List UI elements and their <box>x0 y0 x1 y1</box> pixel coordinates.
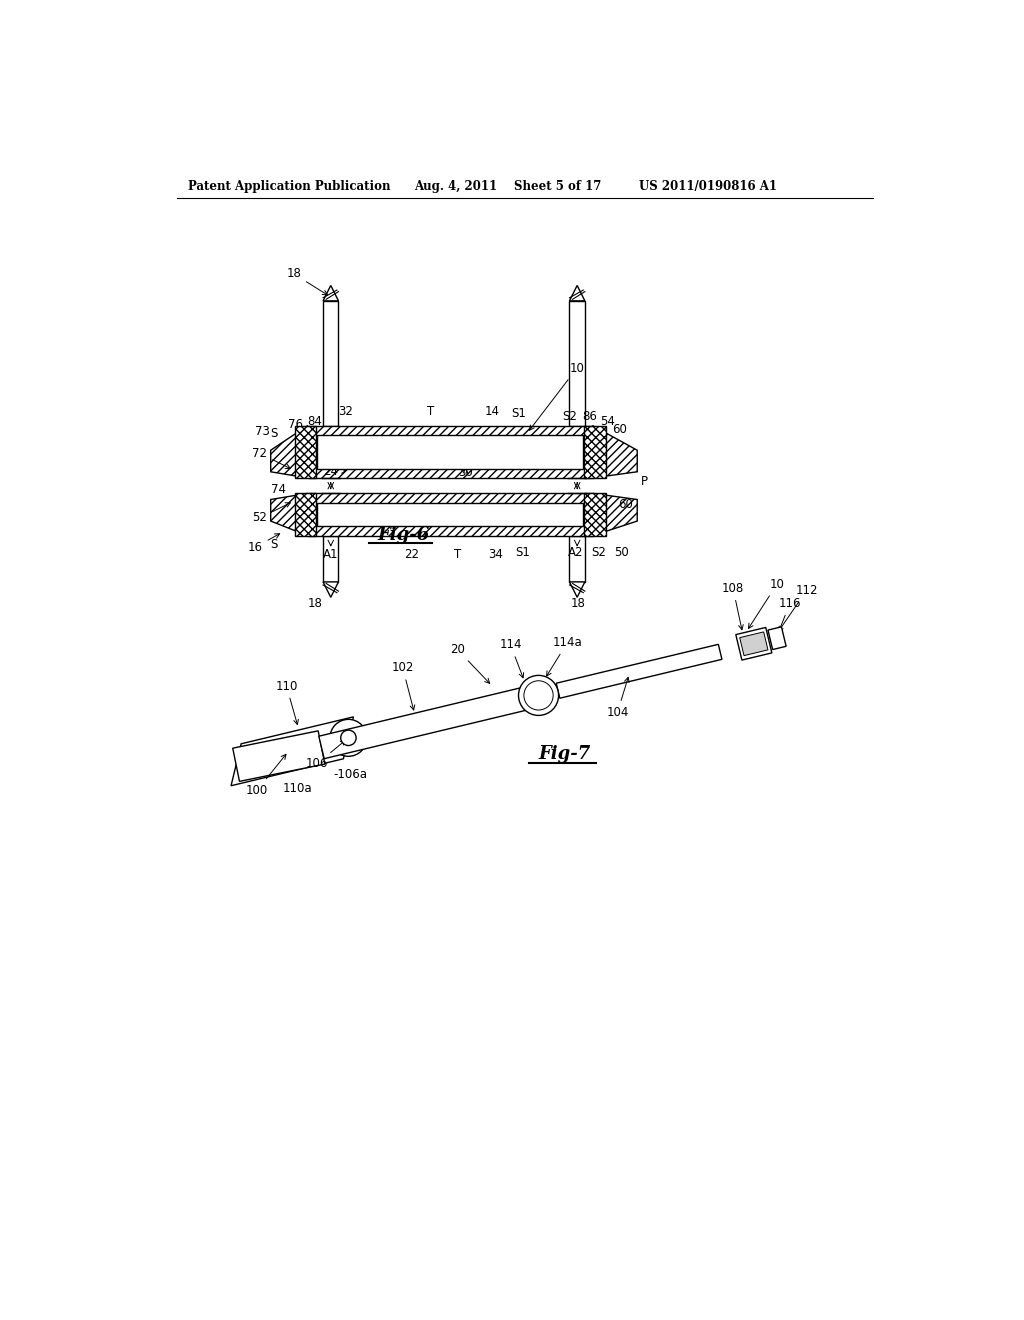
Polygon shape <box>569 582 585 598</box>
Text: 52: 52 <box>253 503 291 524</box>
Bar <box>295 494 316 536</box>
Text: 10: 10 <box>749 578 784 628</box>
Text: P: P <box>641 474 648 487</box>
Text: 14: 14 <box>484 405 500 418</box>
Bar <box>295 494 316 536</box>
Polygon shape <box>231 717 353 785</box>
Text: 108: 108 <box>722 582 744 630</box>
Text: Fig-6: Fig-6 <box>377 525 429 544</box>
Text: 16: 16 <box>248 533 280 554</box>
Bar <box>307 425 593 478</box>
Text: 104: 104 <box>606 677 629 719</box>
Text: Aug. 4, 2011: Aug. 4, 2011 <box>414 181 497 194</box>
Bar <box>584 425 605 478</box>
Text: T: T <box>454 548 461 561</box>
Text: 73: 73 <box>255 425 270 438</box>
Bar <box>295 425 316 478</box>
Text: 114a: 114a <box>547 636 583 676</box>
Text: Fig-7: Fig-7 <box>539 744 591 763</box>
Text: 54: 54 <box>600 416 615 428</box>
Text: S1: S1 <box>515 546 530 560</box>
Text: 34: 34 <box>488 548 504 561</box>
Text: 22: 22 <box>403 548 419 561</box>
Text: S1: S1 <box>512 407 526 420</box>
Circle shape <box>518 676 558 715</box>
Text: 114: 114 <box>500 639 523 677</box>
Bar <box>584 494 605 536</box>
Bar <box>569 301 585 425</box>
Text: S: S <box>270 539 279 552</box>
Polygon shape <box>739 632 768 656</box>
Polygon shape <box>270 494 307 536</box>
Text: 24: 24 <box>324 465 346 478</box>
Text: 10: 10 <box>529 362 585 430</box>
Text: 30: 30 <box>458 466 473 479</box>
Text: 106: 106 <box>306 741 345 770</box>
Polygon shape <box>323 582 339 598</box>
Text: 18: 18 <box>307 597 323 610</box>
Polygon shape <box>593 425 637 478</box>
Text: 84: 84 <box>307 416 323 428</box>
Text: 60: 60 <box>617 499 633 511</box>
Bar <box>584 494 605 536</box>
Polygon shape <box>768 627 786 649</box>
Text: 50: 50 <box>614 546 629 560</box>
Polygon shape <box>556 644 722 698</box>
Text: 60: 60 <box>611 422 627 436</box>
Bar <box>316 434 584 469</box>
Text: 110a: 110a <box>283 781 312 795</box>
Circle shape <box>341 730 356 746</box>
Bar <box>323 536 339 582</box>
Text: 72: 72 <box>253 446 291 469</box>
Text: 100: 100 <box>246 754 286 797</box>
Bar <box>569 536 585 582</box>
Polygon shape <box>569 285 585 301</box>
Circle shape <box>330 719 367 756</box>
Polygon shape <box>232 731 325 781</box>
Polygon shape <box>270 425 307 478</box>
Text: 18: 18 <box>571 597 586 610</box>
Text: 18: 18 <box>287 268 328 294</box>
Bar <box>295 425 316 478</box>
Circle shape <box>524 681 553 710</box>
Text: 76: 76 <box>289 417 303 430</box>
Bar <box>584 425 605 478</box>
Text: 112: 112 <box>778 583 818 631</box>
Text: 110: 110 <box>275 680 298 725</box>
Polygon shape <box>323 285 339 301</box>
Text: 20: 20 <box>450 643 489 684</box>
Text: S2: S2 <box>562 409 577 422</box>
Bar <box>307 494 593 536</box>
Text: 86: 86 <box>583 409 597 422</box>
Bar <box>323 301 339 425</box>
Text: Patent Application Publication: Patent Application Publication <box>188 181 391 194</box>
Text: 74: 74 <box>270 483 286 496</box>
Text: Sheet 5 of 17: Sheet 5 of 17 <box>514 181 601 194</box>
Text: 32: 32 <box>339 405 353 418</box>
Text: 116: 116 <box>773 597 801 643</box>
Bar <box>307 425 593 478</box>
Text: A1: A1 <box>323 548 339 561</box>
Polygon shape <box>593 494 637 536</box>
Text: S2: S2 <box>591 546 606 560</box>
Polygon shape <box>736 627 772 660</box>
Text: A2: A2 <box>568 546 584 560</box>
Text: T: T <box>427 405 434 418</box>
Text: -106a: -106a <box>333 768 367 781</box>
Bar <box>307 494 593 536</box>
Polygon shape <box>318 684 542 759</box>
Bar <box>316 503 584 527</box>
Text: S: S <box>270 426 279 440</box>
Text: US 2011/0190816 A1: US 2011/0190816 A1 <box>639 181 777 194</box>
Text: 102: 102 <box>391 661 415 710</box>
